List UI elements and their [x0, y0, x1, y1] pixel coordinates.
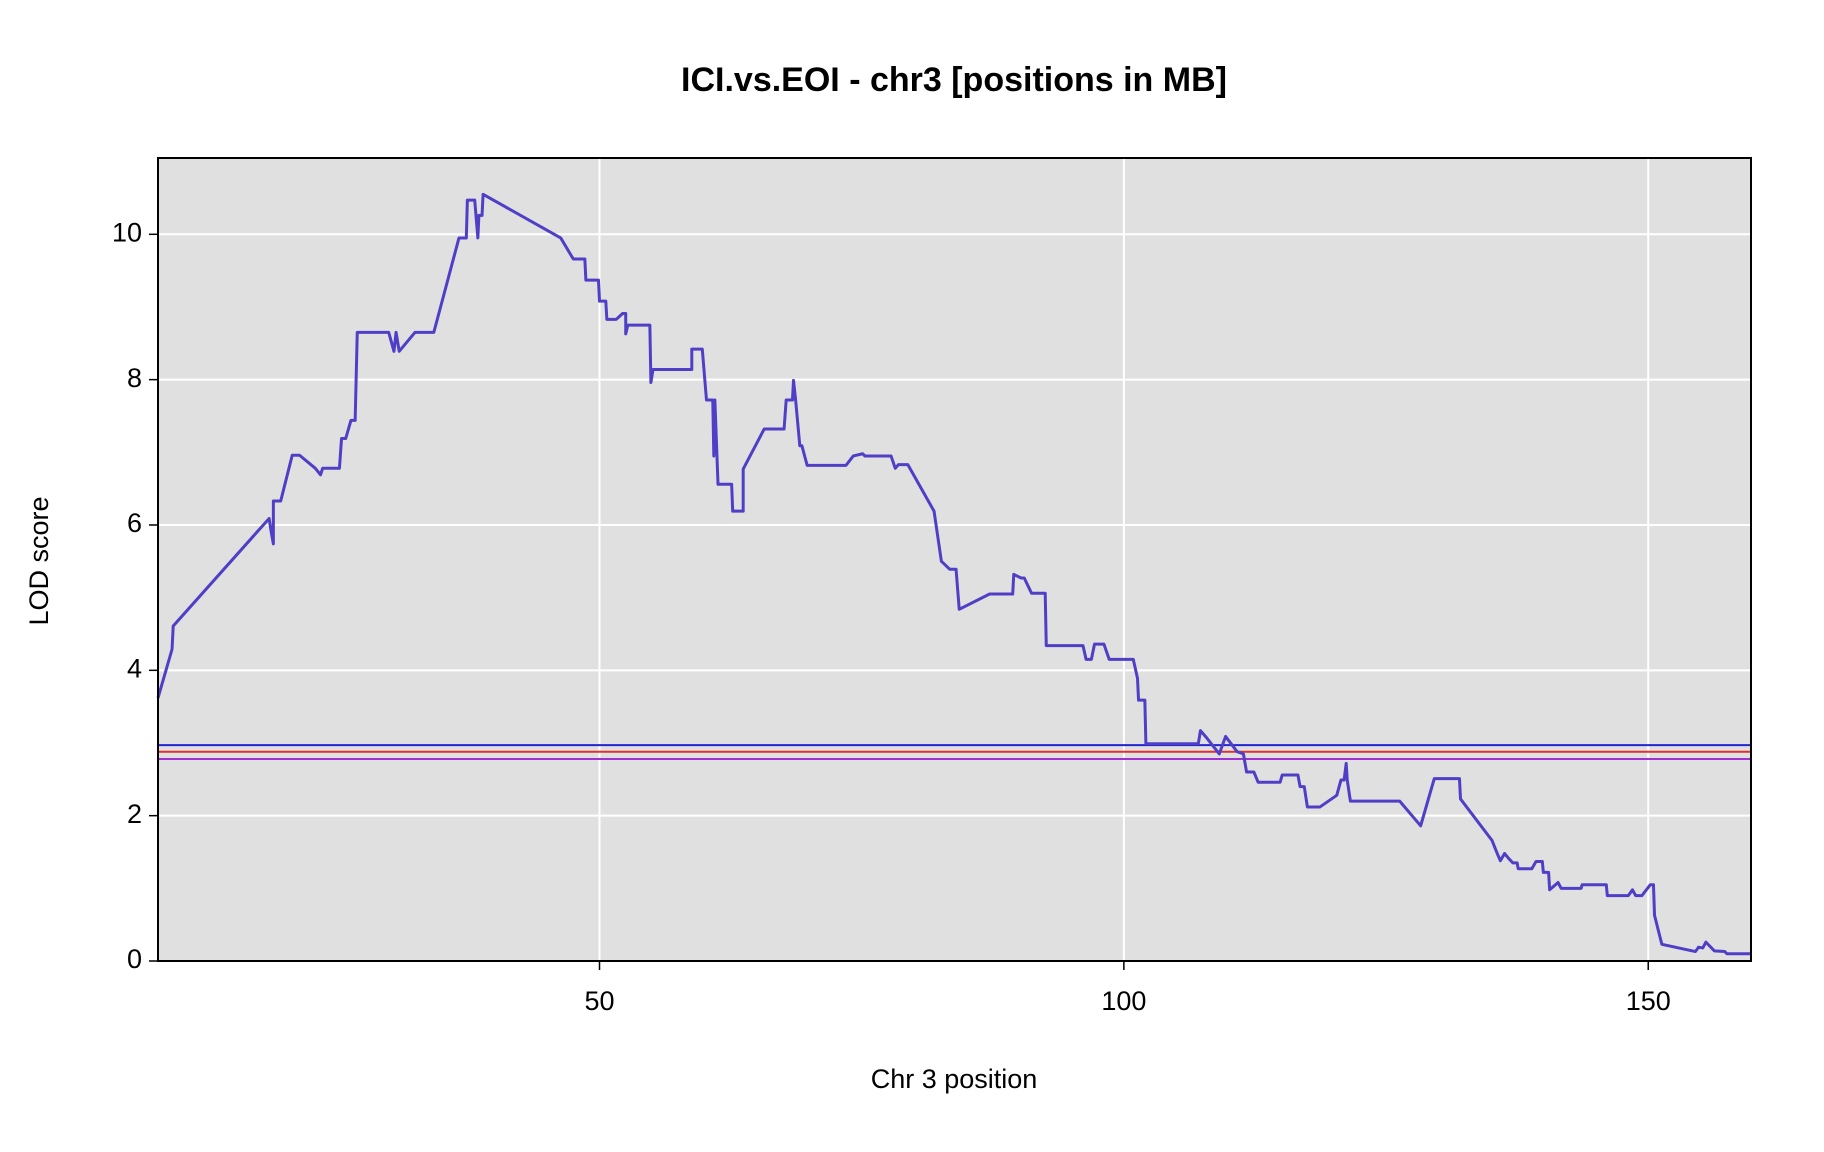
y-tick-label: 4	[127, 653, 142, 683]
y-tick-label: 0	[127, 944, 142, 974]
x-tick-label: 50	[584, 986, 614, 1016]
data-line	[156, 192, 1751, 956]
plot-background	[158, 158, 1751, 961]
x-axis-label: Chr 3 position	[871, 1064, 1038, 1094]
y-tick-label: 10	[112, 217, 142, 247]
y-axis-label: LOD score	[24, 496, 54, 625]
x-tick-label: 150	[1626, 986, 1671, 1016]
plot-border	[157, 157, 1752, 962]
y-tick-label: 2	[127, 799, 142, 829]
chart-title: ICI.vs.EOI - chr3 [positions in MB]	[681, 61, 1227, 99]
y-tick-label: 6	[127, 508, 142, 538]
y-tick-label: 8	[127, 363, 142, 393]
x-tick-label: 100	[1101, 986, 1146, 1016]
